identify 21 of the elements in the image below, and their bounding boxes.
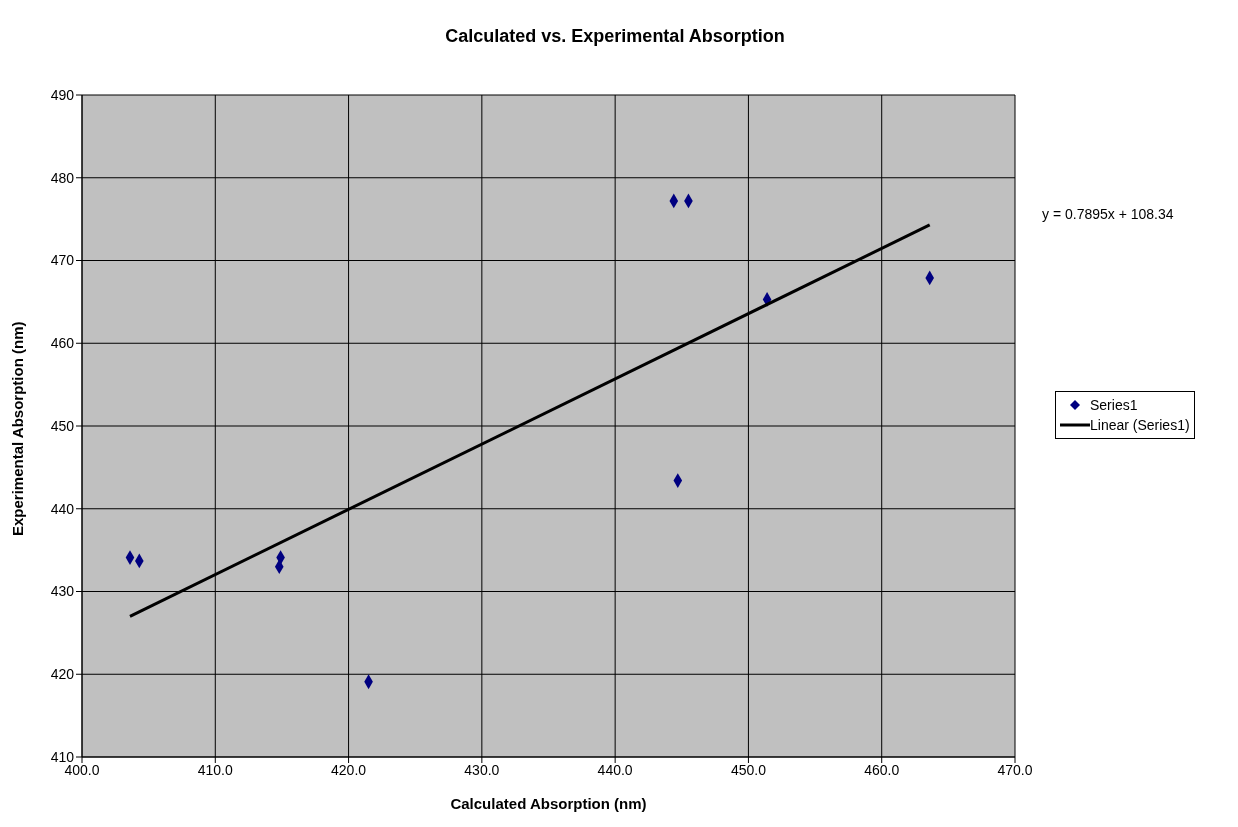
x-tick-label: 460.0 bbox=[864, 761, 900, 778]
y-tick-label: 490 bbox=[50, 86, 75, 103]
text: y = 0.7895x + 108.34 bbox=[1042, 206, 1174, 222]
y-tick-label: 470 bbox=[50, 252, 75, 269]
legend-label: Linear (Series1) bbox=[1090, 417, 1190, 433]
y-tick-label: 460 bbox=[50, 335, 75, 352]
chart-title: Calculated vs. Experimental Absorption bbox=[444, 26, 786, 47]
x-tick-label: 430.0 bbox=[464, 761, 500, 778]
y-tick-label: 450 bbox=[50, 417, 75, 434]
y-tick-label: 480 bbox=[50, 169, 75, 186]
legend-label: Series1 bbox=[1090, 397, 1138, 413]
y-tick-label: 420 bbox=[50, 666, 75, 683]
x-tick-label: 440.0 bbox=[597, 761, 633, 778]
x-tick-label: 410.0 bbox=[197, 761, 234, 778]
y-axis-title: Experimental Absorption (nm) bbox=[9, 321, 27, 536]
x-axis-title: Calculated Absorption (nm) bbox=[450, 795, 647, 812]
y-tick-label: 430 bbox=[50, 583, 75, 600]
y-tick-label: 440 bbox=[50, 500, 75, 517]
x-tick-label: 470.0 bbox=[997, 761, 1033, 778]
x-tick-label: 450.0 bbox=[730, 761, 767, 778]
x-tick-label: 420.0 bbox=[331, 761, 367, 778]
